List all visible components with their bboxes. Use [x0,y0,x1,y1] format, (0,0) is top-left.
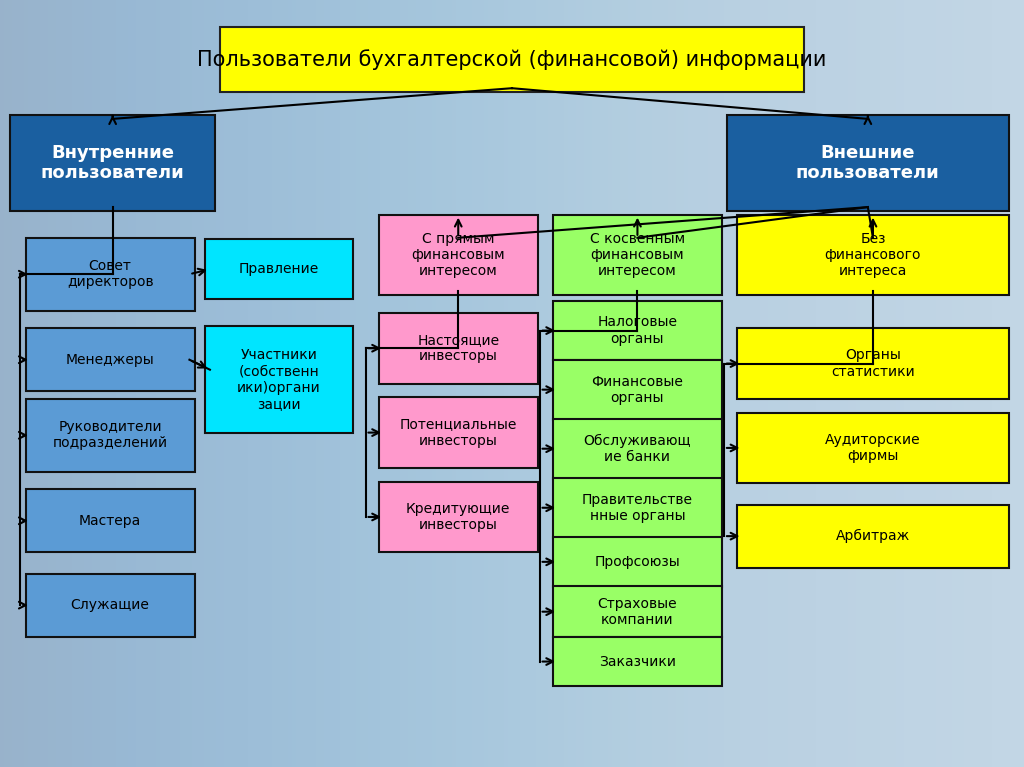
Text: Налоговые
органы: Налоговые органы [597,315,678,346]
FancyBboxPatch shape [26,489,195,552]
FancyBboxPatch shape [26,574,195,637]
Text: Руководители
подразделений: Руководители подразделений [52,420,168,450]
FancyBboxPatch shape [205,239,353,299]
FancyBboxPatch shape [379,397,538,468]
FancyBboxPatch shape [737,215,1009,295]
FancyBboxPatch shape [379,313,538,384]
Text: Аудиторские
фирмы: Аудиторские фирмы [825,433,921,463]
FancyBboxPatch shape [553,586,722,637]
Text: Участники
(собственн
ики)органи
зации: Участники (собственн ики)органи зации [238,348,321,411]
Text: С прямым
финансовым
интересом: С прямым финансовым интересом [412,232,505,278]
Text: Служащие: Служащие [71,598,150,612]
Text: Мастера: Мастера [79,514,141,528]
Text: Страховые
компании: Страховые компании [598,597,677,627]
FancyBboxPatch shape [10,115,215,211]
FancyBboxPatch shape [220,27,804,92]
Text: Органы
статистики: Органы статистики [831,348,914,379]
FancyBboxPatch shape [379,482,538,552]
FancyBboxPatch shape [553,215,722,295]
Text: С косвенным
финансовым
интересом: С косвенным финансовым интересом [590,232,685,278]
Text: Обслуживающ
ие банки: Обслуживающ ие банки [584,433,691,464]
Text: Пользователи бухгалтерской (финансовой) информации: Пользователи бухгалтерской (финансовой) … [198,49,826,70]
FancyBboxPatch shape [553,478,722,538]
FancyBboxPatch shape [553,301,722,360]
Text: Финансовые
органы: Финансовые органы [592,374,683,405]
Text: Менеджеры: Менеджеры [66,353,155,367]
Text: Внешние
пользователи: Внешние пользователи [796,143,940,183]
Text: Внутренние
пользователи: Внутренние пользователи [41,143,184,183]
FancyBboxPatch shape [553,360,722,420]
Text: Без
финансового
интереса: Без финансового интереса [824,232,922,278]
Text: Правительстве
нные органы: Правительстве нные органы [582,492,693,523]
FancyBboxPatch shape [737,413,1009,483]
Text: Кредитующие
инвесторы: Кредитующие инвесторы [407,502,510,532]
Text: Правление: Правление [239,262,319,276]
FancyBboxPatch shape [205,326,353,433]
Text: Потенциальные
инвесторы: Потенциальные инвесторы [399,417,517,448]
FancyBboxPatch shape [379,215,538,295]
Text: Заказчики: Заказчики [599,654,676,669]
Text: Настоящие
инвесторы: Настоящие инвесторы [417,333,500,364]
FancyBboxPatch shape [26,399,195,472]
FancyBboxPatch shape [553,637,722,686]
FancyBboxPatch shape [553,537,722,587]
FancyBboxPatch shape [737,328,1009,399]
FancyBboxPatch shape [26,328,195,391]
Text: Профсоюзы: Профсоюзы [595,555,680,569]
FancyBboxPatch shape [26,238,195,311]
FancyBboxPatch shape [727,115,1009,211]
Text: Арбитраж: Арбитраж [836,529,910,543]
FancyBboxPatch shape [553,419,722,479]
Text: Совет
директоров: Совет директоров [67,259,154,289]
FancyBboxPatch shape [737,505,1009,568]
